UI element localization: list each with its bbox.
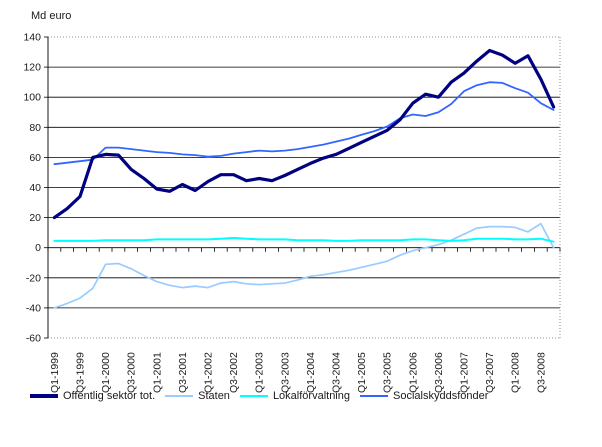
svg-text:Q1-2006: Q1-2006 <box>407 352 419 393</box>
svg-text:Q3-2007: Q3-2007 <box>484 352 496 393</box>
svg-text:Q1-2000: Q1-2000 <box>100 352 112 393</box>
svg-text:Q3-2005: Q3-2005 <box>382 352 394 393</box>
svg-text:-60: -60 <box>26 333 41 345</box>
svg-text:Q3-2004: Q3-2004 <box>331 352 343 393</box>
legend-item-staten: Staten <box>165 390 230 402</box>
svg-text:Q3-2002: Q3-2002 <box>228 352 240 393</box>
svg-text:140: 140 <box>23 32 41 44</box>
svg-text:20: 20 <box>29 212 41 224</box>
legend-label-offentlig-sektor: Offentlig sektor tot. <box>63 390 156 402</box>
y-axis-unit-label: Md euro <box>31 10 72 22</box>
svg-text:-20: -20 <box>26 272 41 284</box>
svg-text:Q1-2002: Q1-2002 <box>203 352 215 393</box>
chart-legend: Offentlig sektor tot. Staten Lokalförval… <box>30 390 590 402</box>
svg-text:Q3-2001: Q3-2001 <box>177 352 189 393</box>
svg-text:Q1-2003: Q1-2003 <box>254 352 266 393</box>
svg-text:Q1-2004: Q1-2004 <box>305 352 317 393</box>
legend-label-socialskyddsfonder: Socialskyddsfonder <box>393 390 489 402</box>
svg-text:-40: -40 <box>26 302 41 314</box>
legend-label-lokalforvaltning: Lokalförvaltning <box>272 390 350 402</box>
svg-text:80: 80 <box>29 122 41 134</box>
svg-text:Q1-1999: Q1-1999 <box>49 352 61 393</box>
svg-text:Q1-2008: Q1-2008 <box>510 352 522 393</box>
svg-text:Q3-2000: Q3-2000 <box>126 352 138 393</box>
legend-item-socialskyddsfonder: Socialskyddsfonder <box>360 390 488 402</box>
svg-text:100: 100 <box>23 92 41 104</box>
svg-text:Q1-2001: Q1-2001 <box>151 352 163 393</box>
svg-text:60: 60 <box>29 152 41 164</box>
legend-swatch-staten <box>165 395 194 397</box>
svg-text:120: 120 <box>23 62 41 74</box>
legend-label-staten: Staten <box>198 390 230 402</box>
legend-item-offentlig-sektor: Offentlig sektor tot. <box>30 390 155 402</box>
svg-text:Q3-2008: Q3-2008 <box>535 352 547 393</box>
svg-text:Q1-2005: Q1-2005 <box>356 352 368 393</box>
legend-swatch-offentlig-sektor <box>30 394 58 398</box>
legend-swatch-lokalforvaltning <box>239 395 268 397</box>
svg-text:Q1-2007: Q1-2007 <box>459 352 471 393</box>
legend-item-lokalforvaltning: Lokalförvaltning <box>239 390 350 402</box>
svg-text:Q3-1999: Q3-1999 <box>75 352 87 393</box>
svg-text:Q3-2006: Q3-2006 <box>433 352 445 393</box>
legend-swatch-socialskyddsfonder <box>360 395 388 397</box>
svg-text:40: 40 <box>29 182 41 194</box>
svg-text:0: 0 <box>35 242 41 254</box>
svg-text:Q3-2003: Q3-2003 <box>279 352 291 393</box>
